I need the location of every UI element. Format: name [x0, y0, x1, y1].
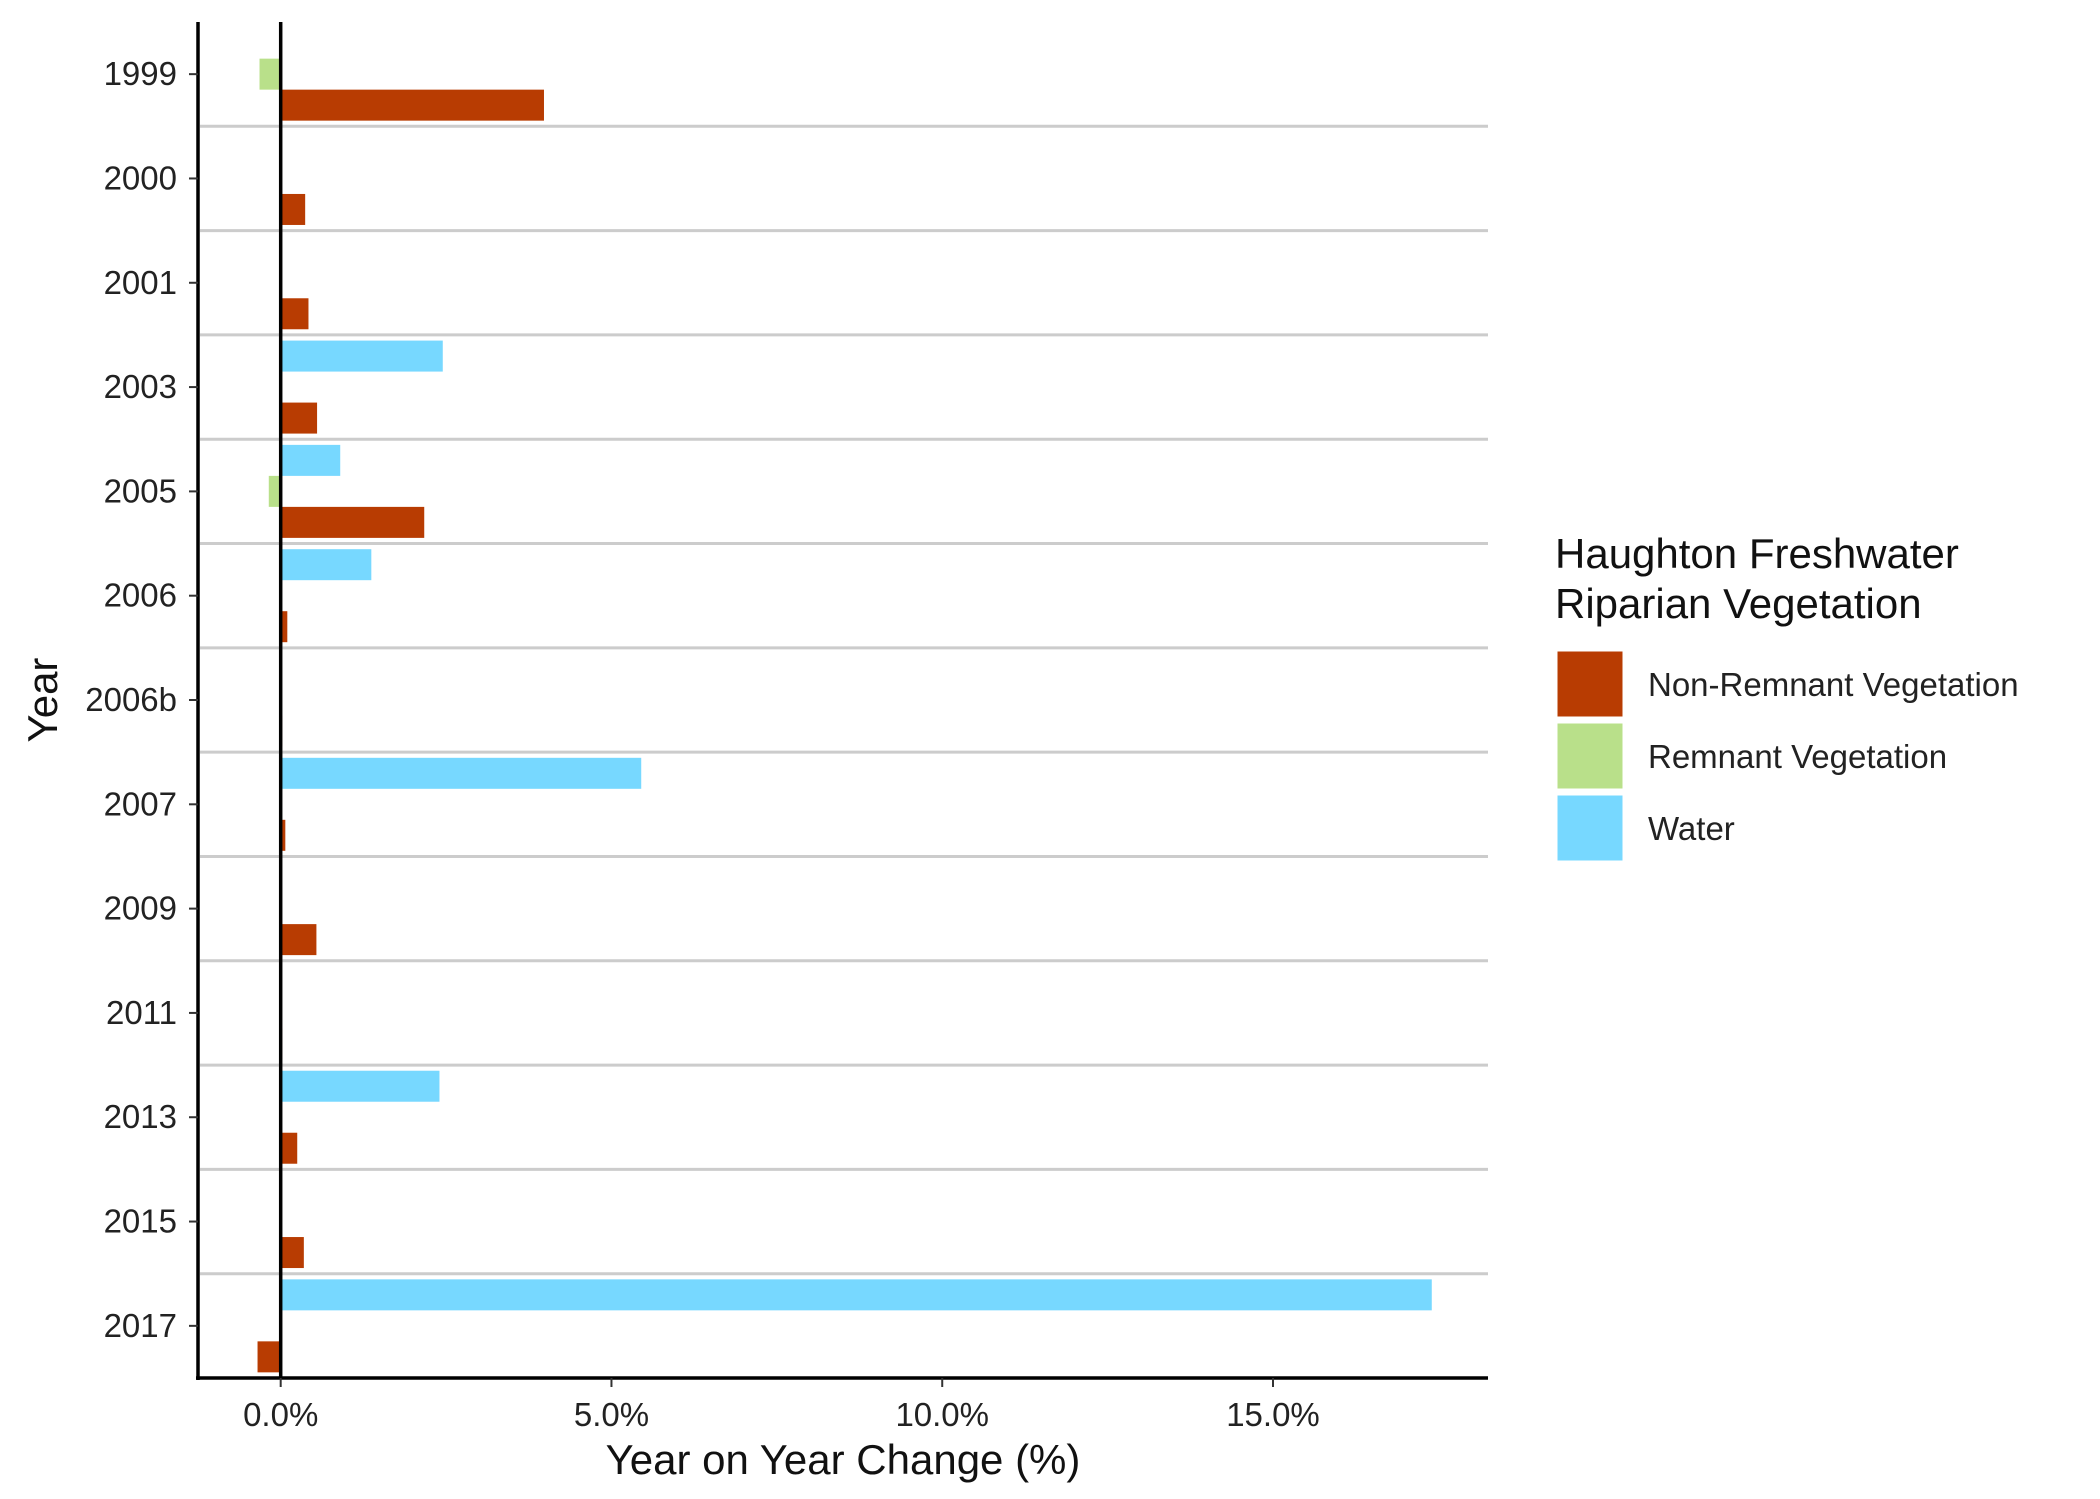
gridlines: [200, 124, 1488, 1276]
bars: [257, 58, 1432, 1373]
bar-water-2006: [280, 549, 372, 581]
legend-swatch: [1554, 720, 1626, 792]
bar-non-remnant-vegetation-2017: [257, 1341, 281, 1373]
axes: [196, 22, 1488, 1380]
y-tick-label: 2006b: [85, 681, 177, 718]
legend-title-line: Haughton Freshwater: [1555, 530, 1959, 577]
y-tick-label: 2011: [106, 994, 177, 1031]
y-tick-label: 2003: [104, 368, 177, 405]
bar-non-remnant-vegetation-2009: [280, 924, 317, 956]
bar-non-remnant-vegetation-2006: [280, 611, 288, 643]
y-tick-label: 1999: [104, 55, 177, 92]
x-axis-title: Year on Year Change (%): [606, 1436, 1081, 1483]
y-tick-label: 2006: [104, 577, 177, 614]
bar-water-2003: [280, 340, 443, 372]
y-tick-label: 2005: [104, 472, 177, 509]
legend-swatch: [1554, 648, 1626, 720]
legend-label: Remnant Vegetation: [1648, 738, 1947, 775]
bar-non-remnant-vegetation-2000: [280, 193, 306, 225]
x-tick-label: 5.0%: [574, 1396, 649, 1433]
y-tick-label: 2015: [104, 1203, 177, 1240]
bar-non-remnant-vegetation-2015: [280, 1237, 304, 1269]
y-tick-label: 2017: [104, 1307, 177, 1344]
legend: Haughton Freshwater Riparian Vegetation N…: [1554, 530, 2019, 864]
bar-non-remnant-vegetation-2007: [280, 819, 286, 851]
legend-title: Haughton Freshwater Riparian Vegetation: [1555, 530, 1959, 627]
x-tick-labels: 0.0% 5.0% 10.0% 15.0%: [243, 1378, 1320, 1433]
bar-non-remnant-vegetation-1999: [280, 89, 544, 121]
y-tick-label: 2009: [104, 890, 177, 927]
bar-water-2007: [280, 757, 642, 789]
bar-non-remnant-vegetation-2013: [280, 1132, 298, 1164]
x-tick-label: 10.0%: [895, 1396, 989, 1433]
bar-water-2013: [280, 1070, 440, 1102]
bar-remnant-vegetation-1999: [259, 58, 281, 90]
y-axis-title: Year: [19, 658, 66, 743]
bar-non-remnant-vegetation-2001: [280, 298, 309, 330]
bar-water-2005: [280, 444, 341, 476]
y-tick-label: 2000: [104, 159, 177, 196]
bar-non-remnant-vegetation-2005: [280, 506, 425, 538]
y-tick-labels: 1999 2000 2001 2003 2005 2006 2006b 2007 2009 201…: [85, 55, 198, 1344]
y-tick-label: 2001: [104, 264, 177, 301]
legend-title-line: Riparian Vegetation: [1555, 580, 1922, 627]
legend-entries: Non-Remnant Vegetation Remnant Vegetation…: [1554, 648, 2019, 864]
legend-label: Water: [1648, 810, 1735, 847]
legend-swatch: [1554, 792, 1626, 864]
y-tick-label: 2013: [104, 1098, 177, 1135]
bar-remnant-vegetation-2005: [268, 475, 281, 507]
bar-water-2017: [280, 1279, 1432, 1311]
x-tick-label: 0.0%: [243, 1396, 318, 1433]
x-tick-label: 15.0%: [1226, 1396, 1320, 1433]
y-tick-label: 2007: [104, 785, 177, 822]
legend-label: Non-Remnant Vegetation: [1648, 666, 2019, 703]
bar-non-remnant-vegetation-2003: [280, 402, 318, 434]
